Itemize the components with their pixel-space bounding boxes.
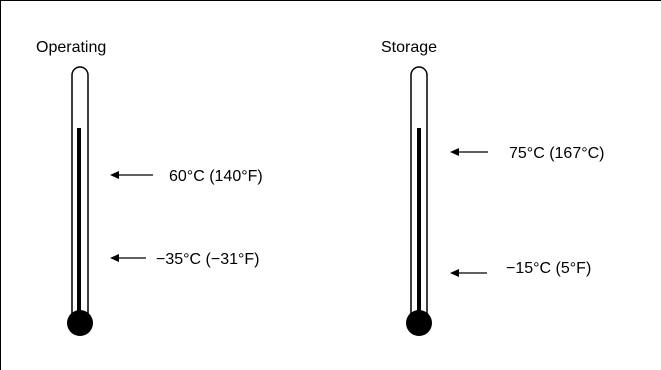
operating-marker-high-arrowhead [110, 171, 119, 179]
storage-panel: Storage 75°C (167°C) −15°C (5°F) [381, 39, 605, 336]
storage-title: Storage [381, 39, 437, 56]
operating-panel: Operating 60°C (140°F) −35°C (−31°F) [36, 39, 263, 336]
storage-marker-high-arrowhead [450, 148, 459, 156]
storage-bulb [406, 310, 432, 336]
storage-marker-high: 75°C (167°C) [450, 145, 605, 162]
operating-mercury-column [77, 128, 81, 318]
operating-marker-high: 60°C (140°F) [110, 168, 263, 185]
storage-tube [410, 66, 428, 318]
operating-bulb [67, 310, 93, 336]
storage-thermometer [406, 66, 432, 336]
operating-marker-low: −35°C (−31°F) [110, 251, 260, 268]
storage-marker-low: −15°C (5°F) [450, 260, 591, 277]
operating-marker-low-arrowhead [110, 254, 119, 262]
operating-marker-low-label: −35°C (−31°F) [156, 251, 260, 268]
operating-thermometer [67, 66, 93, 336]
storage-marker-high-label: 75°C (167°C) [509, 145, 605, 162]
storage-marker-low-arrowhead [450, 269, 459, 277]
operating-tube [71, 66, 89, 318]
storage-mercury-column [417, 128, 421, 318]
operating-title: Operating [36, 39, 106, 56]
operating-marker-high-label: 60°C (140°F) [169, 168, 263, 185]
storage-marker-low-label: −15°C (5°F) [506, 260, 591, 277]
